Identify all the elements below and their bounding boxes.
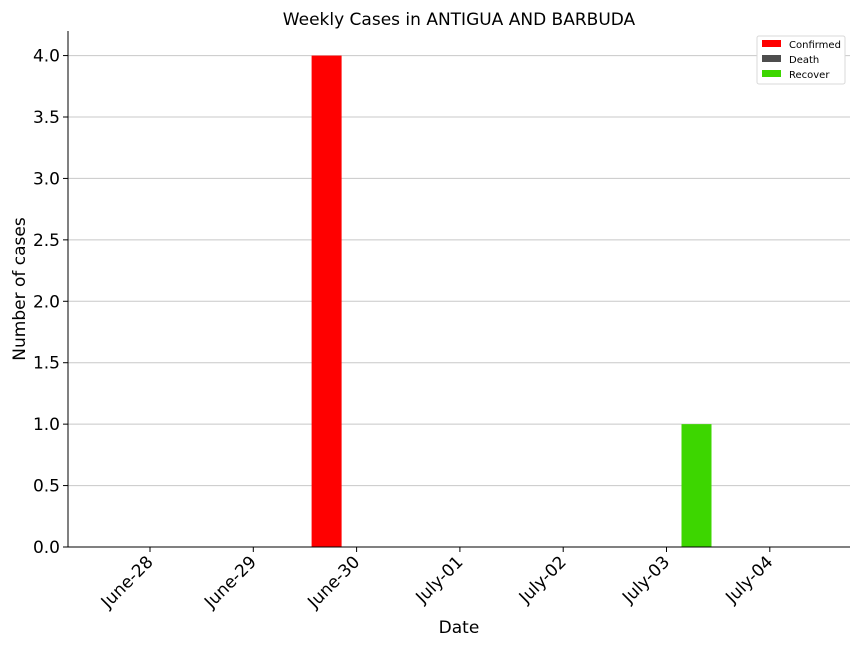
bars [311, 55, 712, 547]
y-tick-label: 2.0 [33, 292, 60, 312]
y-tick-label: 0.0 [33, 538, 60, 558]
legend-swatch-death [762, 55, 781, 62]
axes [67, 31, 850, 548]
legend-label-recover: Recover [789, 70, 830, 81]
x-tick-label: July-03 [618, 552, 674, 608]
y-tick-label: 2.5 [33, 231, 60, 251]
legend-label-death: Death [789, 55, 819, 66]
x-tick-label: July-01 [412, 552, 468, 608]
y-tick-label: 1.5 [33, 354, 60, 374]
chart-title: Weekly Cases in ANTIGUA AND BARBUDA [283, 10, 636, 30]
y-tick-label: 4.0 [33, 47, 60, 67]
y-axis-label: Number of cases [10, 217, 30, 361]
legend-swatch-recover [762, 70, 781, 77]
legend-label-confirmed: Confirmed [789, 40, 841, 51]
legend-swatch-confirmed [762, 40, 781, 47]
y-tick-label: 3.5 [33, 108, 60, 128]
y-ticks: 0.0 0.5 1.0 1.5 2.0 2.5 3.0 3.5 4.0 [33, 47, 68, 558]
bar-confirmed-june-30 [311, 55, 342, 547]
bar-recover-july-03 [681, 424, 712, 547]
y-tick-label: 0.5 [33, 477, 60, 497]
x-axis-label: Date [439, 618, 480, 638]
x-ticks: June-28 June-29 June-30 July-01 July-02 July-… [97, 547, 777, 613]
x-tick-label: June-30 [303, 552, 364, 613]
x-tick-label: June-29 [200, 552, 261, 613]
x-tick-label: July-02 [515, 552, 571, 608]
y-tick-label: 3.0 [33, 169, 60, 189]
x-tick-label: June-28 [97, 552, 158, 613]
gridlines [68, 55, 850, 487]
legend: Confirmed Death Recover [756, 35, 846, 85]
x-tick-label: July-04 [721, 552, 777, 608]
y-tick-label: 1.0 [33, 415, 60, 435]
